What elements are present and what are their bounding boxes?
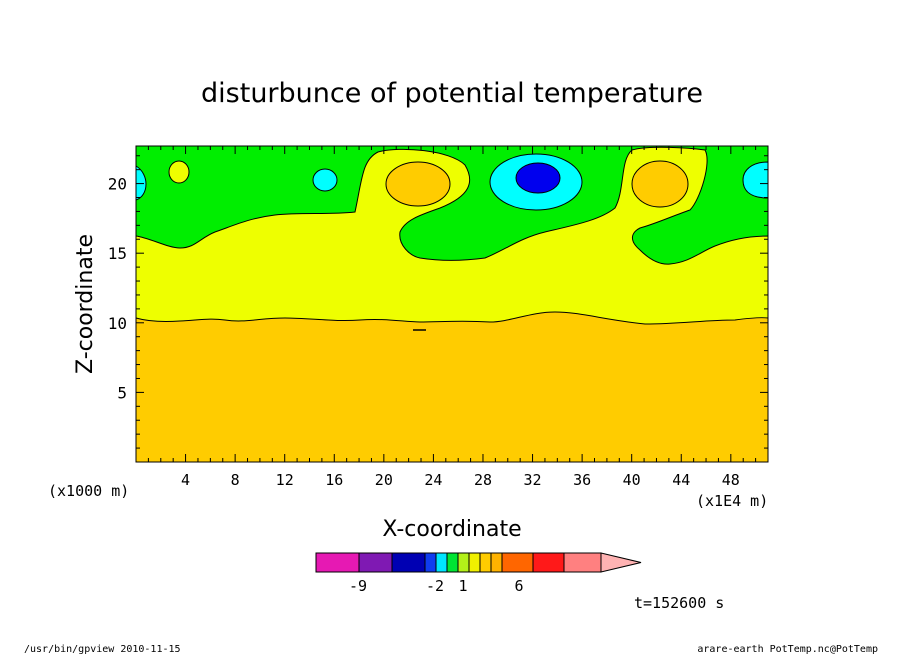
- y-tick-label: 15: [108, 244, 127, 263]
- region-yellow-cell-small: [168, 160, 190, 184]
- colorbar-segment: [358, 552, 393, 573]
- x-tick-label: 32: [524, 471, 542, 489]
- colorbar-segment: [446, 552, 459, 573]
- x-unit-left: (x1000 m): [48, 482, 129, 500]
- region-cyan-cell-small: [312, 168, 338, 192]
- x-tick-label: 12: [276, 471, 294, 489]
- colorbar-arrow: [600, 552, 642, 573]
- x-tick-label: 24: [424, 471, 442, 489]
- region-cyan-cell-right: [742, 161, 769, 199]
- footer-left: /usr/bin/gpview 2010-11-15: [24, 644, 181, 654]
- colorbar-segment: [501, 552, 534, 573]
- region-orange-cell-1: [385, 161, 451, 207]
- y-tick-label: 20: [108, 175, 127, 194]
- x-unit-right: (x1E4 m): [696, 492, 768, 510]
- region-orange-cell-2: [631, 160, 689, 208]
- colorbar-segment: [457, 552, 470, 573]
- x-tick-label: 28: [474, 471, 492, 489]
- colorbar-label: 1: [458, 577, 467, 595]
- region-cyan-cell-left: [135, 165, 147, 201]
- y-axis-ticks: [136, 155, 768, 449]
- chart-title: disturbunce of potential temperature: [201, 78, 703, 109]
- x-tick-label: 40: [623, 471, 641, 489]
- colorbar-segment: [315, 552, 360, 573]
- colorbar-segment: [435, 552, 448, 573]
- x-tick-label: 4: [181, 471, 190, 489]
- footer-right: arare-earth_PotTemp.nc@PotTemp: [697, 644, 878, 654]
- colorbar-label: -2: [426, 577, 444, 595]
- y-axis-tick-labels: 5 10 15 20: [108, 175, 127, 403]
- colorbar-labels: -9 -2 1 6: [349, 577, 524, 595]
- x-tick-label: 48: [722, 471, 740, 489]
- colorbar-segment: [424, 552, 437, 573]
- y-tick-label: 5: [117, 383, 127, 402]
- colorbar-label: 6: [514, 577, 523, 595]
- x-tick-label: 16: [325, 471, 343, 489]
- y-tick-label: 10: [108, 314, 127, 333]
- plot-area: [135, 145, 769, 463]
- x-tick-label: 8: [231, 471, 240, 489]
- x-axis-tick-labels: 4 8 12 16 20 24 28 32 36 40 44 48: [181, 471, 740, 489]
- colorbar-segment: [479, 552, 492, 573]
- colorbar-segment: [532, 552, 565, 573]
- colorbar-segment: [490, 552, 503, 573]
- colorbar-segment: [391, 552, 426, 573]
- x-axis-label: X-coordinate: [382, 517, 521, 542]
- plot-frame: [135, 145, 769, 463]
- colorbar-segment: [468, 552, 481, 573]
- y-axis-label: Z-coordinate: [73, 234, 98, 374]
- region-blue-cell: [515, 162, 561, 194]
- x-tick-label: 36: [573, 471, 591, 489]
- colorbar: [315, 552, 642, 573]
- x-tick-label: 44: [672, 471, 690, 489]
- time-label: t=152600 s: [634, 594, 724, 612]
- region-orange-bottom: [135, 311, 769, 463]
- x-axis-ticks: [147, 146, 757, 462]
- x-tick-label: 20: [375, 471, 393, 489]
- colorbar-segment: [563, 552, 602, 573]
- colorbar-label: -9: [349, 577, 367, 595]
